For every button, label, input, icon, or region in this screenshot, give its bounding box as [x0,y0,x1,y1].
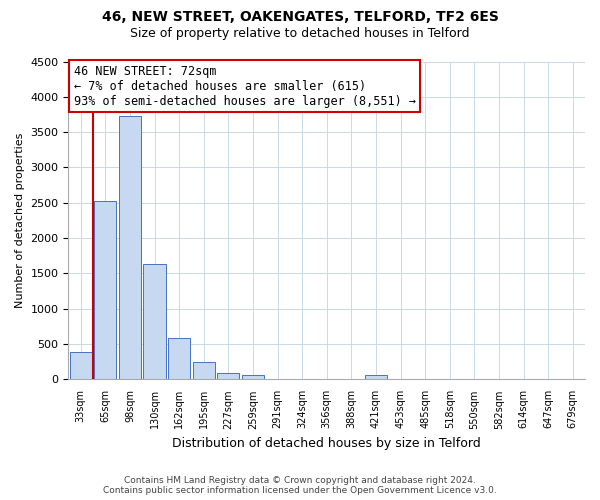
Bar [143,264,166,380]
Bar [193,362,215,380]
Bar [365,375,387,380]
X-axis label: Distribution of detached houses by size in Telford: Distribution of detached houses by size … [172,437,481,450]
Bar [168,338,190,380]
Y-axis label: Number of detached properties: Number of detached properties [15,133,25,308]
Text: 46 NEW STREET: 72sqm
← 7% of detached houses are smaller (615)
93% of semi-detac: 46 NEW STREET: 72sqm ← 7% of detached ho… [74,64,416,108]
Bar [217,372,239,380]
Bar [119,116,141,380]
Text: 46, NEW STREET, OAKENGATES, TELFORD, TF2 6ES: 46, NEW STREET, OAKENGATES, TELFORD, TF2… [101,10,499,24]
Bar [242,375,264,380]
Text: Contains HM Land Registry data © Crown copyright and database right 2024.
Contai: Contains HM Land Registry data © Crown c… [103,476,497,495]
Bar [70,352,92,380]
Text: Size of property relative to detached houses in Telford: Size of property relative to detached ho… [130,28,470,40]
Bar [94,202,116,380]
